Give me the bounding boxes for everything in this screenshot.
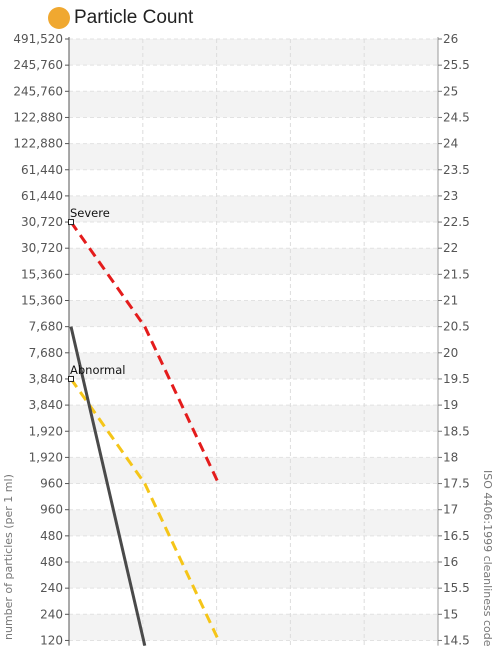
right-tick-label: 21 — [443, 294, 458, 308]
annotation-marker — [68, 219, 74, 226]
annotation-label-severe: Severe — [70, 206, 110, 220]
grid-band — [69, 562, 438, 589]
right-tick-label: 25 — [443, 84, 458, 98]
left-tick-label: 7,680 — [29, 346, 63, 360]
grid-band — [69, 39, 438, 66]
right-tick-label: 14.5 — [443, 633, 470, 647]
grid-band — [69, 509, 438, 536]
grid-band — [69, 405, 438, 432]
grid-band — [69, 195, 438, 223]
left-tick-label: 245,760 — [13, 58, 63, 72]
left-tick-label: 3,840 — [29, 398, 63, 412]
right-tick-label: 15.5 — [443, 581, 470, 595]
right-tick-label: 19 — [443, 398, 458, 412]
left-tick-label: 240 — [40, 581, 63, 595]
right-tick-label: 22.5 — [443, 215, 470, 229]
left-tick-label: 30,720 — [21, 215, 63, 229]
right-tick-label: 16 — [443, 555, 458, 569]
series-line-2 — [69, 326, 147, 647]
right-tick-label: 17.5 — [443, 477, 470, 491]
right-tick-label: 18 — [443, 450, 458, 464]
left-tick-label: 1,920 — [29, 450, 63, 464]
left-tick-label: 7,680 — [29, 320, 63, 334]
grid-band — [69, 614, 438, 641]
grid-band — [69, 352, 438, 379]
left-tick-label: 245,760 — [13, 84, 63, 98]
left-axis-title: number of particles (per 1 ml) — [2, 474, 15, 640]
left-tick-label: 15,360 — [21, 294, 63, 308]
left-tick-label: 491,520 — [13, 32, 63, 46]
grid-band — [69, 457, 438, 484]
left-tick-label: 480 — [40, 529, 63, 543]
right-tick-label: 23.5 — [443, 163, 470, 177]
right-tick-label: 24.5 — [443, 110, 470, 124]
right-tick-label: 16.5 — [443, 529, 470, 543]
left-tick-label: 960 — [40, 477, 63, 491]
grid-band — [69, 300, 438, 327]
left-tick-label: 3,840 — [29, 372, 63, 386]
left-tick-label: 960 — [40, 503, 63, 517]
legend-dot-icon — [48, 7, 70, 29]
left-tick-label: 240 — [40, 607, 63, 621]
right-tick-label: 15 — [443, 607, 458, 621]
right-tick-label: 25.5 — [443, 58, 470, 72]
left-tick-label: 1,920 — [29, 424, 63, 438]
series-line-severe — [69, 221, 220, 485]
annotation-label-abnormal: Abnormal — [70, 363, 125, 377]
right-tick-label: 21.5 — [443, 267, 470, 281]
grid-band — [69, 143, 438, 170]
chart-title-text: Particle Count — [74, 7, 194, 28]
series-line-abnormal — [69, 378, 220, 642]
left-tick-label: 30,720 — [21, 241, 63, 255]
right-tick-label: 24 — [443, 137, 458, 151]
right-tick-label: 20.5 — [443, 320, 470, 334]
left-tick-label: 15,360 — [21, 267, 63, 281]
annotation-marker — [68, 375, 74, 382]
left-tick-label: 480 — [40, 555, 63, 569]
grid-band — [69, 248, 438, 275]
left-tick-label: 61,440 — [21, 189, 63, 203]
right-tick-label: 22 — [443, 241, 458, 255]
left-tick-label: 122,880 — [13, 110, 63, 124]
chart-title: Particle Count — [48, 5, 193, 31]
right-tick-label: 20 — [443, 346, 458, 360]
left-tick-label: 61,440 — [21, 163, 63, 177]
right-tick-label: 18.5 — [443, 424, 470, 438]
right-tick-label: 26 — [443, 32, 458, 46]
grid-band — [69, 91, 438, 118]
left-tick-label: 122,880 — [13, 137, 63, 151]
right-tick-label: 23 — [443, 189, 458, 203]
right-tick-label: 19.5 — [443, 372, 470, 386]
right-axis-title: ISO 4406:1999 cleanliness code — [481, 470, 494, 647]
left-tick-label: 120 — [40, 633, 63, 647]
right-tick-label: 17 — [443, 503, 458, 517]
